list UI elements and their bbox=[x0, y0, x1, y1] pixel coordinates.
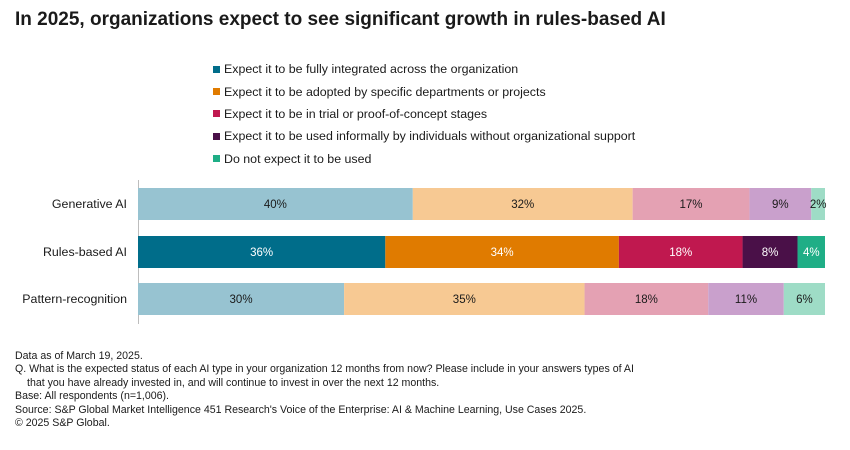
data-label: 4% bbox=[803, 247, 820, 259]
legend-label: Expect it to be used informally by indiv… bbox=[224, 129, 636, 144]
data-label: 36% bbox=[250, 247, 273, 259]
legend-item: Expect it to be fully integrated across … bbox=[213, 58, 635, 80]
category-label: Pattern-recognition bbox=[22, 292, 127, 306]
question-note: Q. What is the expected status of each A… bbox=[15, 363, 634, 376]
data-label: 18% bbox=[669, 247, 692, 259]
copyright-note: © 2025 S&P Global. bbox=[15, 417, 110, 430]
data-label: 17% bbox=[680, 199, 703, 211]
bar-segment bbox=[618, 236, 743, 268]
data-label: 40% bbox=[264, 199, 287, 211]
question-note-continued: that you have already invested in, and w… bbox=[27, 376, 440, 389]
data-label: 8% bbox=[762, 247, 779, 259]
data-label: 35% bbox=[453, 294, 476, 306]
legend-item: Expect it to be adopted by specific depa… bbox=[213, 80, 635, 102]
legend-label: Do not expect it to be used bbox=[224, 151, 372, 166]
bar-segment bbox=[708, 283, 784, 315]
legend-swatch bbox=[213, 88, 220, 96]
data-label: 6% bbox=[796, 294, 813, 306]
bar-segment bbox=[742, 236, 798, 268]
legend-swatch bbox=[213, 132, 220, 140]
data-label: 32% bbox=[511, 199, 534, 211]
data-label: 9% bbox=[772, 199, 789, 211]
data-label: 34% bbox=[491, 247, 514, 259]
legend-item: Expect it to be used informally by indiv… bbox=[213, 125, 635, 147]
source-note: Source: S&P Global Market Intelligence 4… bbox=[15, 403, 587, 416]
legend-swatch bbox=[213, 110, 220, 118]
bar-segment bbox=[385, 236, 619, 268]
bar-segment bbox=[749, 188, 812, 220]
data-label: 11% bbox=[735, 294, 757, 306]
bar-segment bbox=[138, 283, 345, 315]
base-note: Base: All respondents (n=1,006). bbox=[15, 390, 170, 403]
legend-item: Expect it to be in trial or proof-of-con… bbox=[213, 103, 635, 125]
legend: Expect it to be fully integrated across … bbox=[213, 58, 635, 170]
bar-segment bbox=[783, 283, 825, 315]
legend-swatch bbox=[213, 65, 220, 73]
bar-segment bbox=[811, 188, 825, 220]
bar-segment bbox=[412, 188, 633, 220]
bar-segment bbox=[138, 188, 413, 220]
category-label: Rules-based AI bbox=[43, 245, 127, 259]
bar-segment bbox=[632, 188, 750, 220]
data-label: 2% bbox=[810, 199, 827, 211]
category-label: Generative AI bbox=[52, 197, 127, 211]
data-label: 30% bbox=[230, 294, 253, 306]
stacked-bar-chart: Generative AI 40% 32% 17% 9% 2% Rules-based AI… bbox=[22, 180, 827, 324]
legend-swatch bbox=[213, 155, 220, 163]
bar-segment bbox=[138, 236, 386, 268]
legend-item: Do not expect it to be used bbox=[213, 148, 635, 170]
legend-label: Expect it to be in trial or proof-of-con… bbox=[224, 106, 488, 121]
bar-segment bbox=[797, 236, 825, 268]
data-date-note: Data as of March 19, 2025. bbox=[15, 350, 143, 362]
chart-title: In 2025, organizations expect to see sig… bbox=[15, 9, 666, 30]
legend-label: Expect it to be adopted by specific depa… bbox=[224, 84, 546, 99]
data-label: 18% bbox=[635, 294, 658, 306]
bar-segment bbox=[344, 283, 585, 315]
legend-label: Expect it to be fully integrated across … bbox=[224, 62, 519, 77]
footnotes: Data as of March 19, 2025. Q. What is th… bbox=[15, 350, 634, 430]
bar-segment bbox=[584, 283, 709, 315]
